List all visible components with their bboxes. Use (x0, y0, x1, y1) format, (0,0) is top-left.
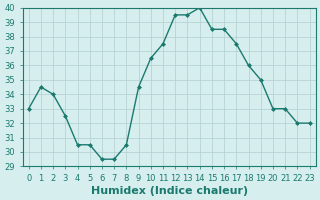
X-axis label: Humidex (Indice chaleur): Humidex (Indice chaleur) (91, 186, 248, 196)
